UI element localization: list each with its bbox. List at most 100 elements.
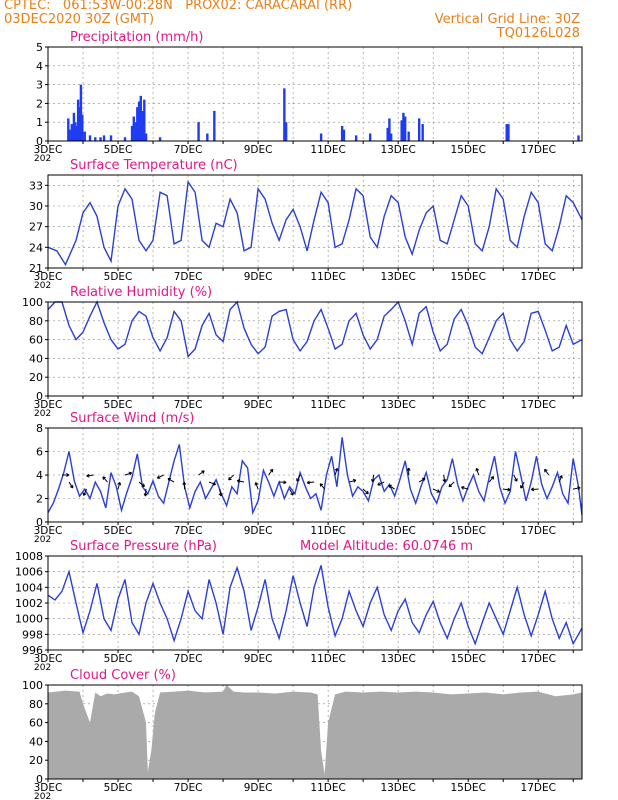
precip-bar <box>389 133 393 141</box>
precip-bar <box>70 124 74 141</box>
wind-arrow <box>476 468 480 476</box>
panel-4: 996 998 1000 1002 1004 1006 1008 3DEC 5DEC 7DEC 9D… <box>15 539 583 673</box>
wind-arrow <box>443 474 446 482</box>
x-year-label: 202 <box>34 409 51 419</box>
wind-arrow-head <box>334 467 339 472</box>
precip-bar <box>158 137 162 141</box>
x-tick-label: 9DEC <box>244 782 273 794</box>
x-tick-label: 17DEC <box>521 271 556 283</box>
x-tick-label: 9DEC <box>244 525 273 537</box>
y-tick-label: 6 <box>36 446 43 459</box>
y-tick-label: 27 <box>29 221 43 234</box>
precip-bar <box>139 95 142 141</box>
wind-arrow <box>157 474 164 479</box>
precip-bar <box>123 137 127 141</box>
precip-bar <box>319 133 323 141</box>
precip-bar <box>79 84 83 141</box>
y-tick-label: 2 <box>36 97 43 110</box>
wind-arrow-head <box>143 493 148 497</box>
y-tick-label: 33 <box>29 179 43 192</box>
wind-arrow-head <box>352 478 357 483</box>
x-year-label: 202 <box>34 154 51 164</box>
precip-bar <box>340 125 344 141</box>
precip-bar <box>197 122 200 141</box>
y-tick-label: 1 <box>36 116 43 129</box>
precip-bar <box>130 125 134 141</box>
panel-title: Precipitation (mm/h) <box>70 30 203 45</box>
x-year-label: 202 <box>34 792 51 800</box>
wind-arrow <box>86 474 94 477</box>
header-date: 03DEC2020 30Z (GMT) <box>4 12 155 27</box>
precip-bar <box>368 133 372 141</box>
wind-arrow-head <box>490 476 495 480</box>
wind-arrow <box>208 481 216 486</box>
wind-arrow <box>268 469 274 476</box>
wind-arrow <box>138 481 145 487</box>
wind-arrow-head <box>117 481 122 486</box>
wind-arrow <box>255 482 259 490</box>
wind-arrow-head <box>406 467 411 471</box>
wind-arrow <box>102 476 108 483</box>
y-tick-label: 0 <box>36 135 43 148</box>
y-tick-label: 24 <box>29 241 43 254</box>
x-tick-label: 5DEC <box>104 525 133 537</box>
y-tick-label: 40 <box>29 352 43 365</box>
wind-arrow-head <box>254 482 259 486</box>
wind-arrow-head <box>296 478 300 482</box>
wind-arrow-head <box>141 483 145 487</box>
precip-bar <box>76 99 80 141</box>
x-tick-label: 17DEC <box>521 653 556 665</box>
wind-arrow-head <box>290 492 294 496</box>
precip-bar <box>577 135 580 141</box>
x-tick-label: 11DEC <box>310 525 345 537</box>
x-tick-label: 7DEC <box>174 653 203 665</box>
x-tick-label: 7DEC <box>174 782 203 794</box>
panel-frame <box>47 684 583 780</box>
precip-bar <box>342 129 346 141</box>
wind-arrow-head <box>514 478 518 482</box>
wind-arrow-head <box>182 481 187 485</box>
wind-arrow <box>558 475 563 483</box>
y-tick-label: 60 <box>29 334 43 347</box>
wind-arrow <box>388 484 395 490</box>
wind-arrow <box>124 472 132 476</box>
x-tick-label: 5DEC <box>104 782 133 794</box>
x-tick-label: 5DEC <box>104 144 133 156</box>
x-tick-label: 13DEC <box>380 782 415 794</box>
y-tick-label: 5 <box>36 41 43 54</box>
wind-arrow-head <box>228 476 232 481</box>
precip-bar <box>354 135 358 141</box>
wind-arrow-head <box>236 479 241 484</box>
precip-bar <box>507 124 510 141</box>
wind-arrow-head <box>66 473 70 477</box>
wind-arrow <box>432 488 440 493</box>
wind-arrow <box>198 470 205 476</box>
panel-frame <box>47 174 583 269</box>
x-tick-label: 9DEC <box>244 144 273 156</box>
precip-bar <box>75 125 78 141</box>
precip-bar <box>88 135 92 141</box>
precip-bar <box>144 133 148 141</box>
y-tick-label: 0 <box>36 516 43 529</box>
precip-bar <box>74 122 77 141</box>
wind-arrow <box>448 481 455 488</box>
precip-bar <box>99 137 102 141</box>
precip-bar <box>102 135 106 141</box>
precip-bar <box>505 124 508 141</box>
x-year-label: 202 <box>34 663 51 673</box>
precip-bar <box>407 131 410 141</box>
header-product-code: TQ0126L028 <box>496 26 580 41</box>
wind-arrow-head <box>86 473 90 478</box>
y-tick-label: 0 <box>36 773 43 786</box>
wind-arrow <box>319 483 326 490</box>
series-line-1 <box>47 179 583 267</box>
x-tick-label: 17DEC <box>521 399 556 411</box>
header-station: CPTEC: 061:53W-00:28N PROX02: CARACARAI … <box>4 0 353 13</box>
x-tick-label: 11DEC <box>310 144 345 156</box>
x-tick-label: 3DEC <box>34 525 63 537</box>
wind-arrow-head <box>269 468 274 473</box>
x-tick-label: 3DEC <box>34 399 63 411</box>
wind-arrow-head <box>442 478 447 483</box>
wind-arrow-head <box>306 480 311 485</box>
